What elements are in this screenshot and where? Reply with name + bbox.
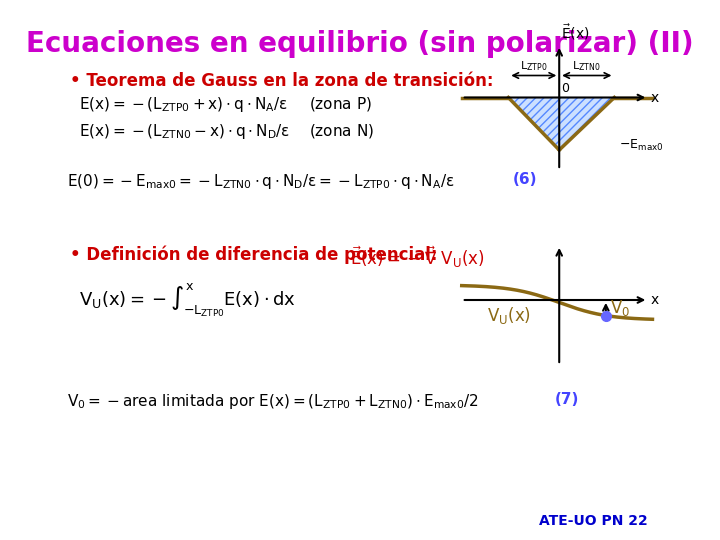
Text: x: x xyxy=(651,293,659,307)
Text: $\mathrm{V_U(x)}$: $\mathrm{V_U(x)}$ xyxy=(487,305,531,326)
Text: $\mathrm{(zona\ N)}$: $\mathrm{(zona\ N)}$ xyxy=(309,122,374,140)
Text: x: x xyxy=(651,91,659,105)
Text: • Teorema de Gauss en la zona de transición:: • Teorema de Gauss en la zona de transic… xyxy=(70,72,494,90)
Text: $\vec{\mathrm{E}}(\mathrm{x})$: $\vec{\mathrm{E}}(\mathrm{x})$ xyxy=(561,22,590,42)
Text: Ecuaciones en equilibrio (sin polarizar) (II): Ecuaciones en equilibrio (sin polarizar)… xyxy=(26,30,694,58)
Text: $\mathrm{E(x) = -(L_{ZTP0}+x)\cdot q\cdot N_A/\varepsilon}$: $\mathrm{E(x) = -(L_{ZTP0}+x)\cdot q\cdo… xyxy=(78,95,287,114)
Text: $\mathrm{V_0 = -area\ limitada\ por\ E(x) = (L_{ZTP0}+ L_{ZTN0})\cdot E_{max0}/2: $\mathrm{V_0 = -area\ limitada\ por\ E(x… xyxy=(67,392,478,411)
Text: $\mathrm{L_{ZTP0}}$: $\mathrm{L_{ZTP0}}$ xyxy=(520,60,547,73)
Text: $\mathrm{-E_{max0}}$: $\mathrm{-E_{max0}}$ xyxy=(618,138,663,152)
Text: $\mathrm{(zona\ P)}$: $\mathrm{(zona\ P)}$ xyxy=(309,95,372,113)
Text: 0: 0 xyxy=(561,83,569,96)
Polygon shape xyxy=(508,98,614,150)
Text: • Definición de diferencia de potencial:: • Definición de diferencia de potencial: xyxy=(70,245,438,264)
Text: $\mathrm{V_U(x) = -\int_{-L_{ZTP0}}^{x} E(x)\cdot dx}$: $\mathrm{V_U(x) = -\int_{-L_{ZTP0}}^{x} … xyxy=(78,282,295,319)
Text: (6): (6) xyxy=(513,172,537,187)
Text: $\mathrm{E(x) = -(L_{ZTN0}-x)\cdot q\cdot N_D/\varepsilon}$: $\mathrm{E(x) = -(L_{ZTN0}-x)\cdot q\cdo… xyxy=(78,122,289,141)
Text: $\vec{\mathrm{E}}(\mathrm{x}) = -\vec{\nabla}\ \mathrm{V_U(x)}$: $\vec{\mathrm{E}}(\mathrm{x}) = -\vec{\n… xyxy=(350,245,485,271)
Text: ATE-UO PN 22: ATE-UO PN 22 xyxy=(539,514,648,528)
Text: $\mathrm{V_0}$: $\mathrm{V_0}$ xyxy=(610,298,630,318)
Text: (7): (7) xyxy=(555,392,580,407)
Text: $\mathrm{L_{ZTN0}}$: $\mathrm{L_{ZTN0}}$ xyxy=(572,60,601,73)
Text: $\mathrm{E(0) = -E_{max0} = -L_{ZTN0}\cdot q\cdot N_D/\varepsilon = -L_{ZTP0}\cd: $\mathrm{E(0) = -E_{max0} = -L_{ZTN0}\cd… xyxy=(67,172,454,191)
